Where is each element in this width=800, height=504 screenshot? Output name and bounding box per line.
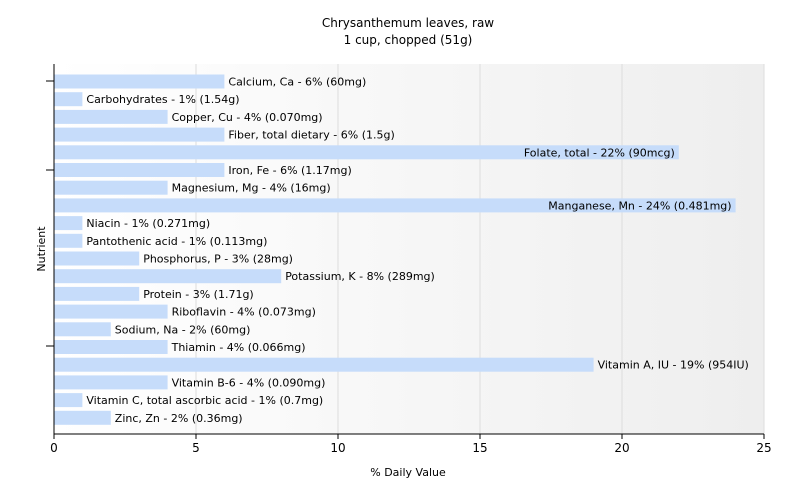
bar-label: Pantothenic acid - 1% (0.113mg)	[86, 235, 267, 248]
bar	[54, 180, 168, 195]
bar-label: Iron, Fe - 6% (1.17mg)	[228, 164, 351, 177]
bar-label: Magnesium, Mg - 4% (16mg)	[172, 182, 331, 195]
bar	[54, 92, 83, 107]
x-tick-label: 15	[472, 441, 487, 455]
bar	[54, 74, 225, 89]
bar-label: Sodium, Na - 2% (60mg)	[115, 323, 251, 336]
bar	[54, 286, 140, 301]
bar-label: Vitamin B-6 - 4% (0.090mg)	[172, 376, 326, 389]
bar-label: Vitamin A, IU - 19% (954IU)	[598, 359, 749, 372]
plot-area	[54, 64, 764, 434]
bar-label: Manganese, Mn - 24% (0.481mg)	[548, 199, 731, 212]
x-tick-labels: 0 5 10 15 20 25	[50, 441, 771, 455]
bar	[54, 127, 225, 142]
bar-label: Carbohydrates - 1% (1.54g)	[86, 93, 239, 106]
bar-label: Potassium, K - 8% (289mg)	[285, 270, 435, 283]
bar	[54, 304, 168, 319]
bar	[54, 233, 83, 248]
bar	[54, 163, 225, 177]
bar-label: Vitamin C, total ascorbic acid - 1% (0.7…	[86, 394, 323, 407]
x-tick-label: 0	[50, 441, 58, 455]
bar	[54, 393, 83, 408]
bar-label: Fiber, total dietary - 6% (1.5g)	[228, 129, 394, 142]
bar	[54, 251, 140, 266]
grid-lines	[195, 64, 765, 434]
bar	[54, 145, 679, 160]
bar	[54, 198, 736, 213]
bar	[54, 410, 111, 425]
y-axis-label: Nutrient	[35, 226, 48, 272]
bar-label: Folate, total - 22% (90mcg)	[524, 146, 675, 159]
bar-label: Copper, Cu - 4% (0.070mg)	[172, 111, 323, 124]
x-tick-label: 10	[330, 441, 345, 455]
bar	[54, 340, 168, 354]
bar-label: Protein - 3% (1.71g)	[143, 288, 254, 301]
bar-label: Thiamin - 4% (0.066mg)	[171, 341, 306, 354]
bar	[54, 269, 282, 284]
x-axis-label: % Daily Value	[370, 466, 446, 479]
bar	[54, 357, 594, 372]
bar-label: Phosphorus, P - 3% (28mg)	[143, 253, 293, 266]
bar-label: Niacin - 1% (0.271mg)	[86, 217, 210, 230]
x-tick-label: 5	[192, 441, 200, 455]
x-tick-label: 25	[756, 441, 771, 455]
bar-label: Calcium, Ca - 6% (60mg)	[228, 76, 366, 89]
bar-label: Zinc, Zn - 2% (0.36mg)	[115, 412, 243, 425]
chart-title: Chrysanthemum leaves, raw	[322, 16, 494, 30]
bar-group: Calcium, Ca - 6% (60mg) Carbohydrates - 1…	[54, 74, 749, 425]
bar	[54, 375, 168, 390]
bar	[54, 322, 111, 337]
bar-label: Riboflavin - 4% (0.073mg)	[172, 306, 316, 319]
chart-subtitle: 1 cup, chopped (51g)	[344, 33, 473, 47]
bar	[54, 109, 168, 124]
bar	[54, 216, 83, 231]
x-tick-label: 20	[614, 441, 629, 455]
axes	[46, 64, 765, 439]
